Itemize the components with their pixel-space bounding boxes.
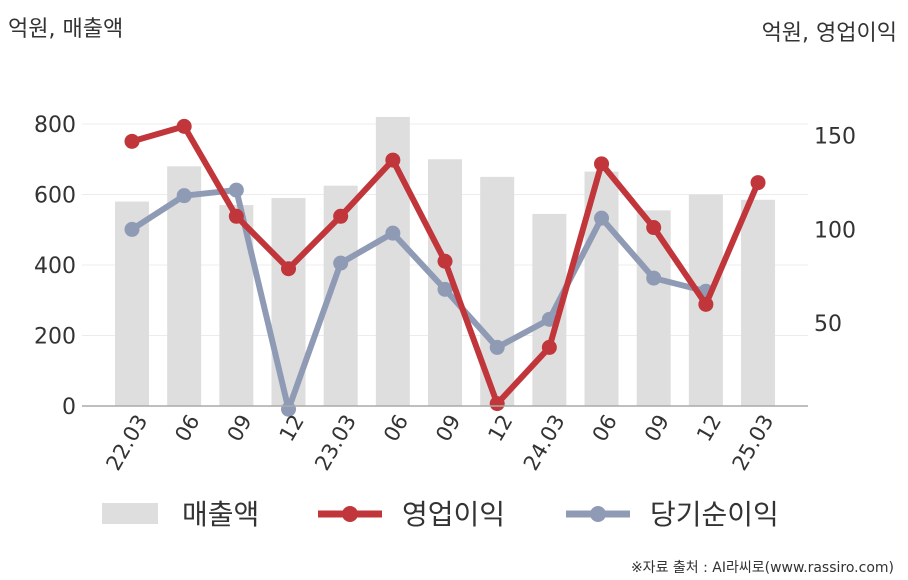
x-tick-9: 06	[588, 411, 622, 446]
legend-swatch-sales	[102, 503, 158, 524]
x-tick-6: 09	[431, 411, 465, 446]
left-tick-400: 400	[34, 254, 76, 279]
left-unit-label: 억원, 매출액	[8, 17, 123, 42]
point-operating-profit-3	[281, 261, 297, 277]
point-net-income-4	[333, 255, 349, 271]
point-operating-profit-2	[228, 208, 244, 224]
point-net-income-5	[385, 225, 401, 241]
point-operating-profit-5	[385, 152, 401, 168]
right-tick-100: 100	[814, 218, 856, 243]
right-tick-50: 50	[814, 312, 842, 337]
point-operating-profit-8	[541, 339, 557, 355]
x-tick-1: 06	[170, 411, 204, 446]
x-tick-11: 12	[692, 411, 726, 446]
point-net-income-1	[176, 188, 192, 204]
right-tick-150: 150	[814, 125, 856, 150]
point-net-income-0	[124, 221, 140, 237]
x-tick-0: 22.03	[101, 411, 152, 475]
point-operating-profit-6	[437, 253, 453, 269]
left-tick-0: 0	[62, 395, 76, 420]
point-net-income-6	[437, 281, 453, 297]
source-note: ※자료 출처 : AI라씨로(www.rassiro.com)	[631, 560, 894, 576]
x-tick-5: 06	[379, 411, 413, 446]
x-axis-ticks: 22.03 06 09 12 23.03 06 09 12 24.03 06 09 12 25.03	[101, 411, 778, 475]
point-net-income-10	[646, 270, 662, 286]
series-lines	[124, 118, 766, 417]
point-net-income-9	[594, 210, 610, 226]
left-tick-200: 200	[34, 325, 76, 350]
x-tick-3: 12	[275, 411, 309, 446]
point-operating-profit-4	[333, 208, 349, 224]
point-net-income-2	[228, 182, 244, 198]
point-operating-profit-9	[594, 156, 610, 172]
point-operating-profit-0	[124, 133, 140, 149]
legend-label-sales: 매출액	[182, 498, 259, 531]
legend-swatch-operating-profit-marker	[342, 506, 358, 522]
bar-sales-12	[741, 199, 776, 406]
point-net-income-7	[489, 339, 505, 355]
left-tick-800: 800	[34, 113, 76, 138]
left-axis-ticks: 0 200 400 600 800	[34, 113, 76, 420]
legend: 매출액 영업이익 당기순이익	[102, 498, 779, 531]
bar-sales-10	[636, 210, 671, 406]
right-axis-ticks: 50 100 150	[814, 125, 856, 337]
x-tick-2: 09	[223, 411, 257, 446]
point-operating-profit-10	[646, 220, 662, 236]
line-net-income	[129, 187, 709, 413]
legend-label-net-income: 당기순이익	[650, 498, 779, 531]
x-tick-7: 12	[483, 411, 517, 446]
legend-swatch-net-income-marker	[590, 506, 606, 522]
x-tick-8: 24.03	[519, 411, 570, 475]
point-operating-profit-1	[176, 118, 192, 134]
x-tick-4: 23.03	[310, 411, 361, 475]
x-tick-10: 09	[640, 411, 674, 446]
point-operating-profit-12	[750, 175, 766, 191]
point-operating-profit-7	[489, 396, 505, 412]
point-net-income-8	[541, 311, 557, 327]
legend-label-operating-profit: 영업이익	[402, 498, 505, 531]
right-unit-label: 억원, 영업이익	[762, 21, 897, 46]
left-tick-600: 600	[34, 184, 76, 209]
x-tick-12: 25.03	[728, 411, 779, 475]
point-operating-profit-11	[698, 296, 714, 312]
